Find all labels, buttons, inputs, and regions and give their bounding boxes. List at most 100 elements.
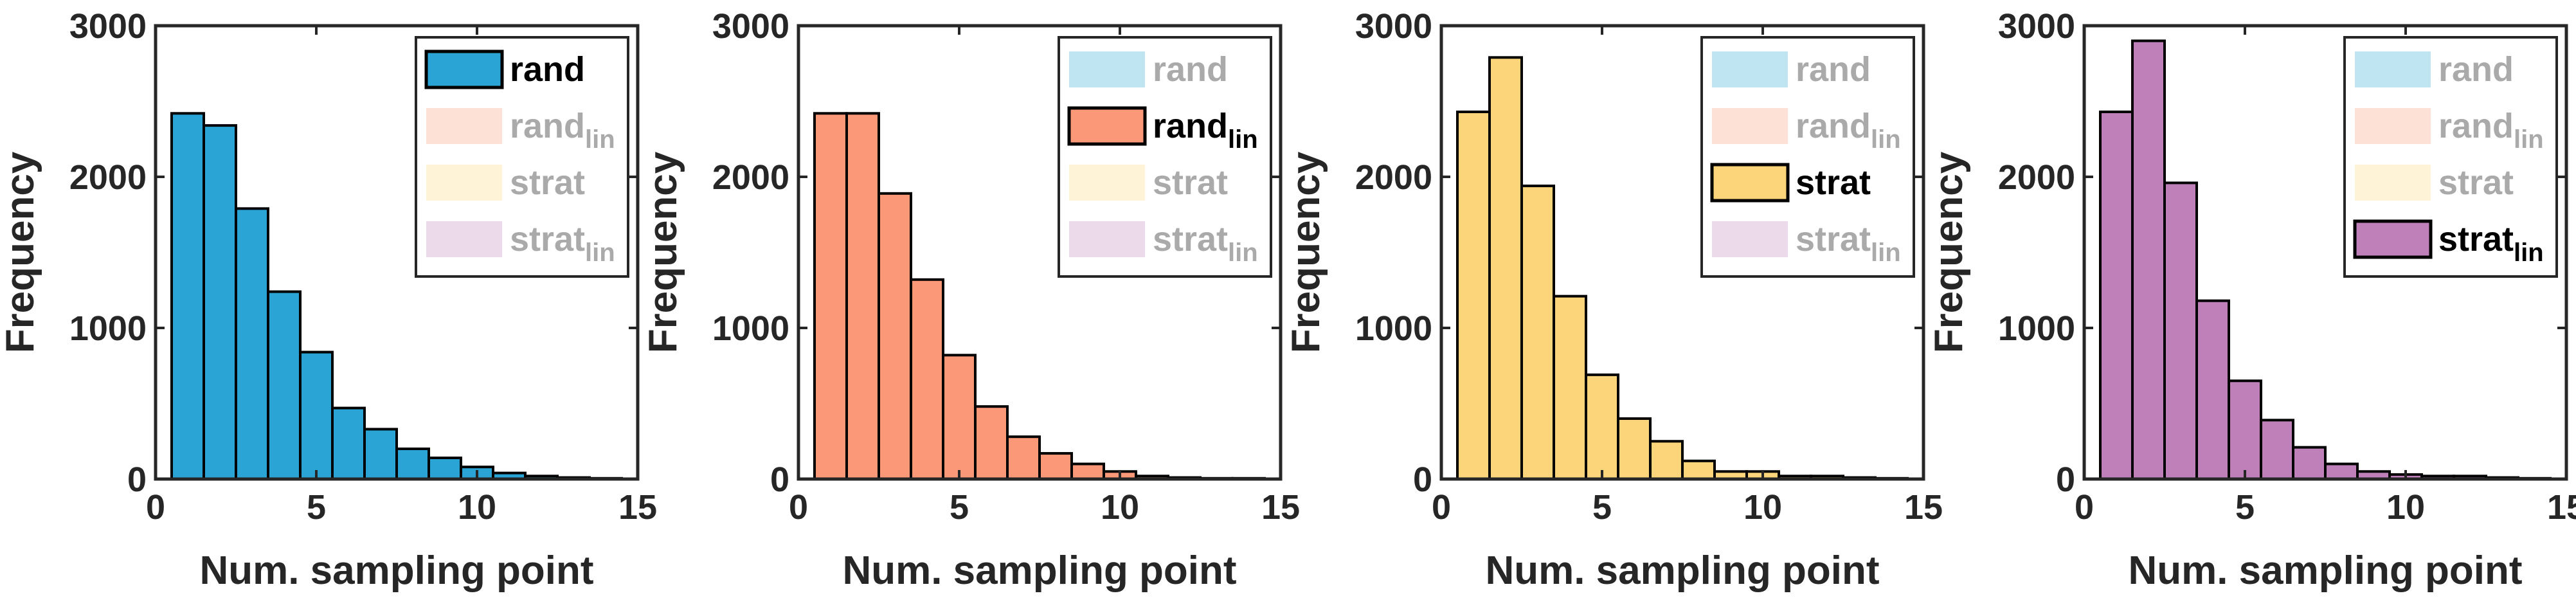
legend-label: strat bbox=[1153, 163, 1228, 202]
histogram-bar bbox=[363, 428, 398, 481]
histogram-bar bbox=[2292, 446, 2327, 481]
legend: rand randlin strat stratlin bbox=[1058, 36, 1272, 278]
histogram-bar bbox=[267, 290, 302, 480]
y-tick-label: 0 bbox=[2056, 460, 2075, 499]
histogram-bar bbox=[878, 192, 912, 480]
histogram-bar bbox=[1038, 452, 1073, 480]
x-axis-label: Num. sampling point bbox=[842, 548, 1236, 593]
histogram-bar bbox=[1585, 373, 1619, 480]
x-tick-label: 0 bbox=[789, 488, 808, 527]
bars bbox=[1456, 56, 1909, 481]
y-tick-label: 1000 bbox=[69, 309, 147, 348]
legend-label: strat bbox=[1796, 163, 1871, 202]
legend-swatch bbox=[1710, 163, 1790, 203]
histogram-bar bbox=[1617, 417, 1652, 480]
legend-swatch bbox=[2355, 165, 2431, 201]
y-tick-label: 2000 bbox=[1355, 158, 1432, 197]
legend-label: rand bbox=[1153, 50, 1228, 89]
legend-label: stratlin bbox=[1796, 220, 1901, 267]
legend-label: randlin bbox=[510, 107, 615, 154]
x-tick-label: 10 bbox=[1743, 488, 1782, 527]
x-tick-label: 5 bbox=[1592, 488, 1612, 527]
histogram-bar bbox=[2195, 299, 2230, 480]
y-tick-label: 3000 bbox=[712, 7, 789, 46]
y-tick-label: 1000 bbox=[1998, 309, 2075, 348]
legend-swatch bbox=[1712, 51, 1788, 87]
legend-swatch bbox=[426, 221, 502, 257]
legend-label: strat bbox=[510, 163, 585, 202]
legend-label: randlin bbox=[2438, 107, 2544, 154]
axes-box bbox=[2082, 24, 2568, 481]
x-tick-label: 15 bbox=[2547, 488, 2576, 527]
histogram-bar bbox=[299, 350, 334, 480]
x-tick-label: 0 bbox=[2075, 488, 2094, 527]
y-axis-label: Frequency bbox=[0, 151, 42, 353]
histogram-bar bbox=[2131, 39, 2166, 480]
legend-label: randlin bbox=[1796, 107, 1901, 154]
legend-label: stratlin bbox=[510, 220, 615, 267]
legend-swatch bbox=[2355, 51, 2431, 87]
bars bbox=[170, 112, 623, 481]
legend-label: stratlin bbox=[2438, 220, 2544, 267]
legend-box bbox=[1058, 36, 1272, 278]
histogram-bar bbox=[845, 112, 880, 481]
histogram-bar bbox=[1553, 294, 1587, 480]
y-axis-label: Frequency bbox=[1284, 151, 1328, 353]
x-tick-label: 10 bbox=[1101, 488, 1139, 527]
histogram-bar bbox=[2163, 181, 2198, 480]
legend-swatch bbox=[426, 108, 502, 144]
x-tick-label: 15 bbox=[1261, 488, 1300, 527]
y-axis-label: Frequency bbox=[1927, 151, 1971, 353]
y-tick-label: 3000 bbox=[69, 7, 147, 46]
y-tick-label: 0 bbox=[127, 460, 147, 499]
x-tick-label: 5 bbox=[307, 488, 326, 527]
histogram-bar bbox=[1520, 185, 1555, 480]
legend-swatch bbox=[1069, 221, 1145, 257]
histogram-bar bbox=[813, 112, 848, 481]
histogram-bar bbox=[2099, 110, 2134, 480]
y-tick-label: 2000 bbox=[712, 158, 789, 197]
histogram-bar bbox=[2260, 419, 2294, 480]
x-tick-label: 10 bbox=[2386, 488, 2425, 527]
x-tick-label: 0 bbox=[1432, 488, 1451, 527]
panel-rand_lin: 0 5 10 15 0 1000 2000 3000 Num. sampling point Fr… bbox=[641, 7, 1300, 593]
panel-rand: 0 5 10 15 0 1000 2000 3000 Num. sampling point Fr… bbox=[0, 7, 657, 593]
x-axis-label: Num. sampling point bbox=[199, 548, 593, 593]
legend-swatch bbox=[1067, 106, 1147, 146]
panel-strat: 0 5 10 15 0 1000 2000 3000 Num. sampling point Fr… bbox=[1284, 7, 1943, 593]
histogram-bar bbox=[428, 457, 462, 480]
legend-swatch bbox=[1069, 51, 1145, 87]
legend-box bbox=[1700, 36, 1915, 278]
y-tick-label: 1000 bbox=[712, 309, 789, 348]
y-tick-label: 1000 bbox=[1355, 309, 1432, 348]
legend-label: rand bbox=[2438, 50, 2514, 89]
axes-box bbox=[797, 24, 1283, 481]
x-tick-label: 15 bbox=[618, 488, 657, 527]
legend-label: randlin bbox=[1153, 107, 1258, 154]
y-tick-label: 2000 bbox=[69, 158, 147, 197]
x-tick-label: 15 bbox=[1904, 488, 1943, 527]
legend-swatch bbox=[1712, 221, 1788, 257]
legend-swatch bbox=[426, 165, 502, 201]
legend-label: stratlin bbox=[1153, 220, 1258, 267]
legend-swatch bbox=[1069, 165, 1145, 201]
histogram-bar bbox=[910, 278, 944, 480]
histogram-bar bbox=[395, 448, 430, 480]
histogram-bar bbox=[974, 405, 1009, 481]
x-tick-label: 0 bbox=[146, 488, 165, 527]
y-tick-label: 0 bbox=[770, 460, 789, 499]
histogram-bar bbox=[203, 124, 237, 481]
x-axis-label: Num. sampling point bbox=[1485, 548, 1879, 593]
histogram-bar bbox=[1649, 440, 1684, 480]
histogram-bar bbox=[1006, 435, 1041, 481]
panel-strat_lin: 0 5 10 15 0 1000 2000 3000 Num. sampling point Fr… bbox=[1927, 7, 2576, 593]
histogram-bar bbox=[2228, 379, 2262, 480]
x-tick-label: 5 bbox=[2235, 488, 2255, 527]
histogram-bar bbox=[235, 207, 269, 480]
axes-box bbox=[1439, 24, 1925, 481]
axes-box bbox=[154, 24, 640, 481]
y-tick-label: 2000 bbox=[1998, 158, 2075, 197]
legend-swatch bbox=[424, 50, 504, 89]
legend-label: rand bbox=[1796, 50, 1871, 89]
